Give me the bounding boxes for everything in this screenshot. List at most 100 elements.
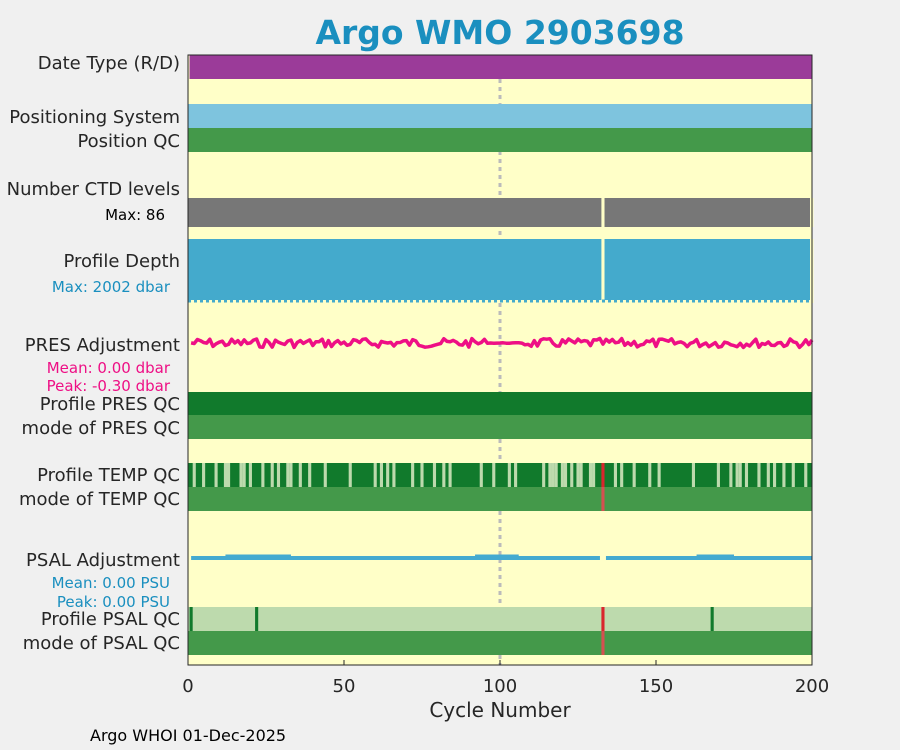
plot-frame bbox=[187, 54, 813, 666]
temp-qc-probably-good-mark bbox=[289, 463, 293, 487]
x-tick-label: 100 bbox=[483, 676, 517, 697]
temp-qc-probably-good-mark bbox=[239, 463, 243, 487]
x-tick-label: 50 bbox=[333, 676, 356, 697]
temp-qc-probably-good-mark bbox=[276, 463, 281, 487]
temp-qc-probably-good-mark bbox=[691, 463, 695, 487]
temp-qc-probably-good-mark bbox=[804, 463, 808, 487]
label-pres-peak: Peak: -0.30 dbar bbox=[47, 377, 171, 395]
psal-qc-good-mark bbox=[189, 607, 193, 631]
temp-qc-probably-good-mark bbox=[248, 463, 252, 487]
label-profile-psal-qc: Profile PSAL QC bbox=[41, 609, 180, 630]
psal-qc-good-mark bbox=[255, 607, 259, 631]
temp-qc-probably-good-mark bbox=[308, 463, 312, 487]
temp-qc-probably-good-mark bbox=[223, 463, 227, 487]
temp-qc-probably-good-mark bbox=[791, 463, 795, 487]
temp-qc-probably-good-mark bbox=[588, 463, 593, 487]
temp-qc-probably-good-mark bbox=[373, 463, 377, 487]
profile-depth-bar bbox=[188, 239, 810, 300]
label-positioning-system: Positioning System bbox=[9, 107, 180, 128]
temp-qc-probably-good-mark bbox=[192, 463, 196, 487]
label-pres-adjustment: PRES Adjustment bbox=[25, 335, 180, 356]
mode-psal-qc-bar bbox=[188, 631, 812, 655]
mode-psal-qc-bad-mark bbox=[601, 631, 605, 655]
temp-qc-probably-good-mark bbox=[735, 463, 739, 487]
pres-adjustment-line bbox=[190, 336, 814, 350]
ctd-gap-mark bbox=[601, 198, 605, 227]
temp-qc-probably-good-mark bbox=[757, 463, 761, 487]
temp-qc-probably-good-mark bbox=[202, 463, 206, 487]
temp-qc-probably-good-mark bbox=[507, 463, 511, 487]
temp-qc-probably-good-mark bbox=[286, 463, 290, 487]
label-psal-adjustment: PSAL Adjustment bbox=[26, 550, 180, 571]
depth-gap-mark bbox=[601, 239, 605, 303]
temp-qc-probably-good-mark bbox=[766, 463, 770, 487]
temp-qc-probably-good-mark bbox=[648, 463, 652, 487]
temp-qc-probably-good-mark bbox=[782, 463, 786, 487]
temp-qc-probably-good-mark bbox=[420, 463, 424, 487]
psal-qc-bad-mark bbox=[601, 607, 605, 631]
profile-psal-qc-bar bbox=[188, 607, 812, 631]
chart-title: Argo WMO 2903698 bbox=[315, 13, 684, 52]
mode-pres-qc-bar bbox=[188, 415, 812, 439]
label-mode-pres-qc: mode of PRES QC bbox=[22, 418, 180, 439]
label-depth-max: Max: 2002 dbar bbox=[52, 278, 171, 296]
temp-qc-probably-good-mark bbox=[551, 463, 555, 487]
mode-temp-qc-bar bbox=[188, 487, 812, 511]
psal-qc-good-mark bbox=[710, 607, 714, 631]
label-profile-depth: Profile Depth bbox=[63, 251, 180, 272]
temp-qc-probably-good-mark bbox=[613, 463, 617, 487]
position-qc-bar bbox=[188, 128, 812, 152]
label-date-type: Date Type (R/D) bbox=[38, 53, 180, 74]
x-axis-label: Cycle Number bbox=[429, 698, 571, 722]
temp-qc-probably-good-mark bbox=[442, 463, 446, 487]
temp-qc-probably-good-mark bbox=[542, 463, 546, 487]
temp-qc-probably-good-mark bbox=[432, 463, 437, 487]
temp-qc-probably-good-mark bbox=[592, 463, 596, 487]
temp-qc-probably-good-mark bbox=[514, 463, 518, 487]
label-ctd-max: Max: 86 bbox=[105, 206, 165, 224]
temp-qc-probably-good-mark bbox=[716, 463, 720, 487]
temp-qc-probably-good-mark bbox=[560, 463, 564, 487]
temp-qc-probably-good-mark bbox=[579, 463, 583, 487]
temp-qc-probably-good-mark bbox=[214, 463, 218, 487]
temp-qc-probably-good-mark bbox=[479, 463, 483, 487]
temp-qc-probably-good-mark bbox=[242, 463, 246, 487]
temp-qc-probably-good-mark bbox=[744, 463, 749, 487]
positioning-system-bar bbox=[188, 104, 812, 128]
temp-qc-probably-good-mark bbox=[576, 463, 580, 487]
temp-qc-probably-good-mark bbox=[570, 463, 574, 487]
ctd-levels-bar bbox=[188, 198, 810, 227]
x-tick-label: 150 bbox=[639, 676, 673, 697]
temp-qc-probably-good-mark bbox=[773, 463, 777, 487]
temp-qc-probably-good-mark bbox=[738, 463, 742, 487]
label-psal-peak: Peak: 0.00 PSU bbox=[57, 593, 170, 611]
chart-marks bbox=[187, 55, 814, 665]
label-mode-psal-qc: mode of PSAL QC bbox=[23, 633, 180, 654]
label-profile-pres-qc: Profile PRES QC bbox=[40, 394, 180, 415]
temp-qc-probably-good-mark bbox=[548, 463, 552, 487]
label-position-qc: Position QC bbox=[77, 131, 180, 152]
temp-qc-probably-good-mark bbox=[227, 463, 231, 487]
label-psal-mean: Mean: 0.00 PSU bbox=[52, 574, 170, 592]
temp-qc-probably-good-mark bbox=[448, 463, 452, 487]
temp-qc-probably-good-mark bbox=[386, 463, 390, 487]
footer-text: Argo WHOI 01-Dec-2025 bbox=[90, 726, 286, 745]
date-type-bar bbox=[189, 55, 812, 79]
temp-qc-probably-good-mark bbox=[620, 463, 624, 487]
temp-qc-probably-good-mark bbox=[379, 463, 383, 487]
temp-qc-probably-good-mark bbox=[492, 463, 496, 487]
temp-qc-probably-good-mark bbox=[270, 463, 274, 487]
temp-qc-probably-good-mark bbox=[261, 463, 265, 487]
label-pres-mean: Mean: 0.00 dbar bbox=[47, 359, 171, 377]
label-mode-temp-qc: mode of TEMP QC bbox=[19, 489, 180, 510]
temp-qc-probably-good-mark bbox=[298, 463, 302, 487]
label-ctd-levels: Number CTD levels bbox=[7, 179, 180, 200]
temp-qc-bad-mark bbox=[601, 463, 605, 487]
temp-qc-probably-good-mark bbox=[554, 463, 558, 487]
temp-qc-probably-good-mark bbox=[632, 463, 636, 487]
label-profile-temp-qc: Profile TEMP QC bbox=[37, 465, 180, 486]
temp-qc-probably-good-mark bbox=[563, 463, 568, 487]
temp-qc-probably-good-mark bbox=[323, 463, 327, 487]
mode-temp-qc-bad-mark bbox=[601, 487, 605, 511]
